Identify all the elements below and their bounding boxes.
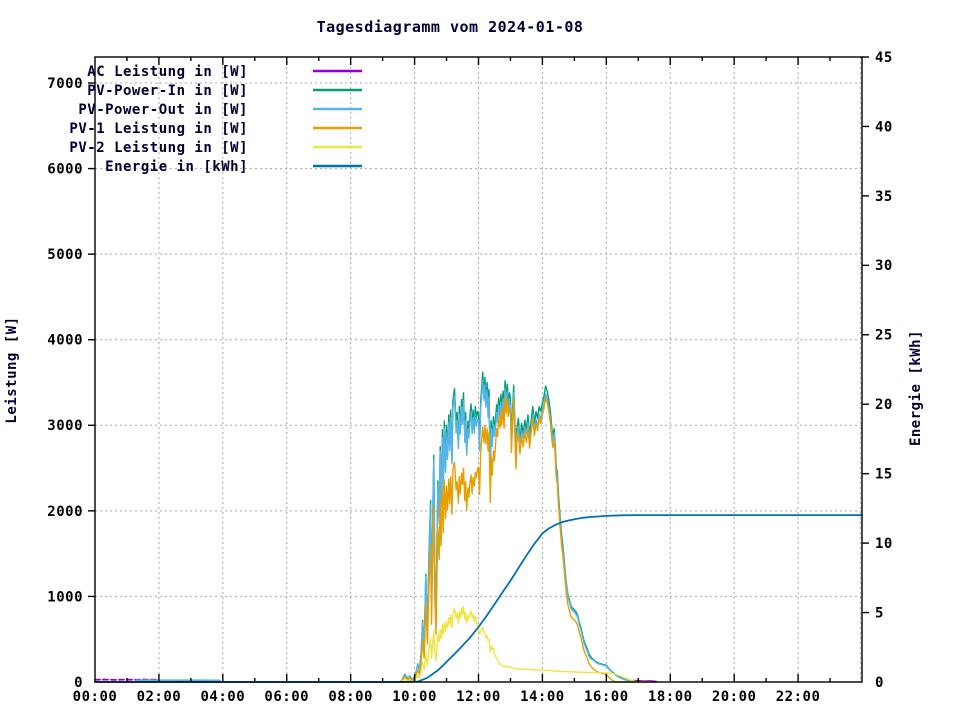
y-right-label: 10: [875, 536, 893, 552]
plot-frame: [88, 56, 869, 683]
y-right-label: 20: [875, 397, 893, 413]
x-tick-label: 14:00: [520, 689, 565, 705]
y-left-label: 2000: [47, 504, 83, 520]
legend-label: PV-2 Leistung in [W]: [69, 140, 248, 156]
y-right-label: 45: [875, 50, 893, 66]
y-left-label: 1000: [47, 589, 83, 605]
y-right-label: 25: [875, 328, 893, 344]
legend-label: PV-Power-Out in [W]: [78, 102, 248, 118]
legend-item: PV-1 Leistung in [W]: [69, 121, 362, 137]
x-tick-label: 02:00: [137, 689, 182, 705]
legend-item: PV-2 Leistung in [W]: [69, 140, 362, 156]
legend-label: Energie in [kWh]: [105, 159, 248, 175]
legend-item: PV-Power-Out in [W]: [78, 102, 362, 118]
y-right-label: 0: [875, 675, 884, 691]
y-right-label: 15: [875, 467, 893, 483]
y-left-label: 7000: [47, 76, 83, 92]
legend-item: Energie in [kWh]: [105, 159, 362, 175]
y-left-label: 0: [74, 675, 83, 691]
legend-label: PV-1 Leistung in [W]: [69, 121, 248, 137]
x-tick-label: 18:00: [648, 689, 693, 705]
series-pv1-leistung: [399, 395, 652, 683]
x-tick-label: 00:00: [73, 689, 118, 705]
y-right-label: 35: [875, 189, 893, 205]
y-right-label: 5: [875, 605, 884, 621]
legend-item: AC Leistung in [W]: [87, 64, 362, 80]
x-tick-label: 06:00: [264, 689, 309, 705]
right-axis-title: Energie [kWh]: [908, 330, 924, 446]
legend-item: PV-Power-In in [W]: [87, 83, 362, 99]
legend-label: AC Leistung in [W]: [87, 64, 248, 80]
legend: AC Leistung in [W] PV-Power-In in [W] PV-P…: [69, 64, 362, 175]
legend-label: PV-Power-In in [W]: [87, 83, 248, 99]
x-tick-label: 08:00: [328, 689, 373, 705]
x-tick-label: 04:00: [201, 689, 246, 705]
tick-labels: 0 1000 2000 3000 4000 5000 6000 7000 5 10 15 20 25 30…: [47, 50, 893, 705]
y-right-label: 40: [875, 119, 893, 135]
x-tick-label: 20:00: [712, 689, 757, 705]
series-pv2-leistung: [399, 606, 652, 683]
y-left-label: 6000: [47, 161, 83, 177]
y-left-label: 5000: [47, 247, 83, 263]
chart-title: Tagesdiagramm vom 2024-01-08: [317, 18, 584, 36]
x-tick-label: 22:00: [776, 689, 821, 705]
left-axis-title: Leistung [W]: [4, 316, 20, 423]
x-tick-label: 12:00: [456, 689, 501, 705]
y-left-label: 4000: [47, 333, 83, 349]
x-tick-label: 16:00: [584, 689, 629, 705]
gridlines: [95, 57, 862, 682]
x-tick-label: 10:00: [392, 689, 437, 705]
y-left-label: 3000: [47, 418, 83, 434]
y-right-label: 30: [875, 258, 893, 274]
